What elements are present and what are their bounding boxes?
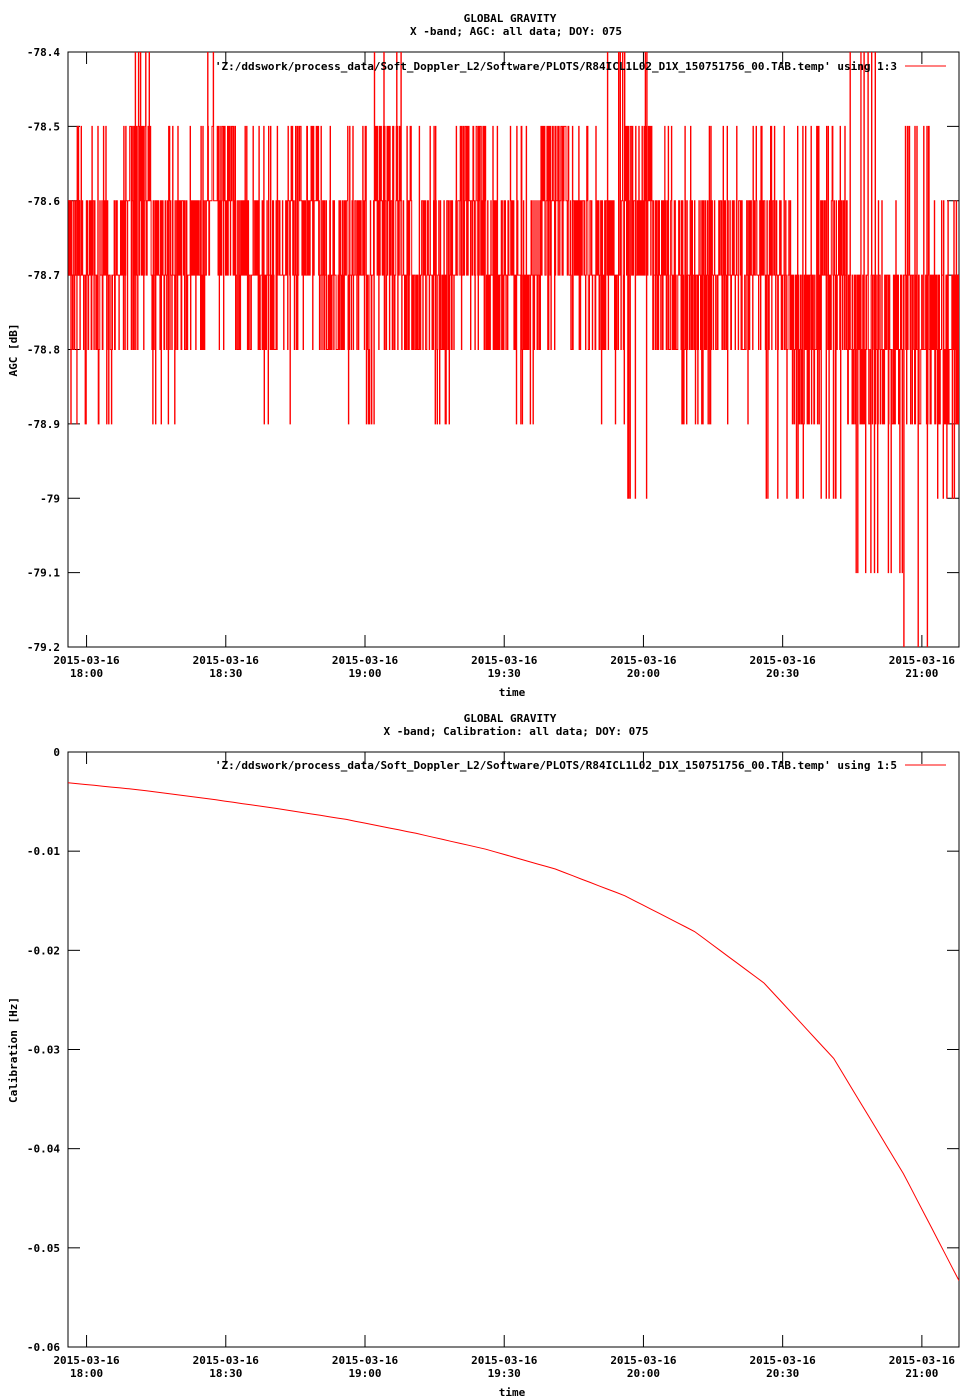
agc-x-tick-date: 2015-03-16 (53, 654, 120, 667)
calibration-x-tick-time: 18:30 (209, 1367, 242, 1380)
calibration-y-tick-label: -0.05 (27, 1242, 60, 1255)
agc-x-tick-time: 18:30 (209, 667, 242, 680)
calibration-legend-text: 'Z:/ddswork/process_data/Soft_Doppler_L2… (215, 759, 897, 772)
calibration-x-tick-time: 21:00 (905, 1367, 938, 1380)
calibration-x-tick-date: 2015-03-16 (610, 1354, 677, 1367)
calibration-x-tick-date: 2015-03-16 (750, 1354, 817, 1367)
agc-y-tick-label: -78.5 (27, 120, 60, 133)
calibration-y-tick-label: -0.03 (27, 1044, 60, 1057)
agc-y-tick-label: -78.4 (27, 46, 60, 59)
agc-legend-text: 'Z:/ddswork/process_data/Soft_Doppler_L2… (215, 60, 897, 73)
calibration-x-tick-date: 2015-03-16 (53, 1354, 120, 1367)
agc-x-tick-time: 21:00 (905, 667, 938, 680)
agc-y-tick-label: -79.1 (27, 567, 60, 580)
calibration-x-axis-label: time (499, 1386, 526, 1399)
agc-y-tick-label: -78.9 (27, 418, 60, 431)
calibration-plot-area: 0-0.01-0.02-0.03-0.04-0.05-0.062015-03-1… (27, 746, 960, 1380)
agc-x-axis-label: time (499, 686, 526, 699)
agc-x-tick-date: 2015-03-16 (471, 654, 538, 667)
agc-x-tick-time: 20:00 (627, 667, 660, 680)
calibration-y-tick-label: -0.04 (27, 1143, 60, 1156)
agc-plot-area: -78.4 -78.5 -78.6 -78.7 -78.8 -78.9 -79 -79.1 -7… (27, 46, 960, 680)
calibration-x-tick-date: 2015-03-16 (332, 1354, 399, 1367)
calibration-x-tick-time: 18:00 (70, 1367, 103, 1380)
agc-x-tick-date: 2015-03-16 (750, 654, 817, 667)
agc-x-tick-time: 18:00 (70, 667, 103, 680)
calibration-y-tick-label: 0 (53, 746, 60, 759)
calibration-y-axis-label: Calibration [Hz] (7, 997, 20, 1103)
agc-chart-title: GLOBAL GRAVITY (464, 12, 557, 25)
agc-series-line (68, 52, 959, 647)
agc-x-tick-date: 2015-03-16 (332, 654, 399, 667)
calibration-x-tick-date: 2015-03-16 (889, 1354, 956, 1367)
calibration-x-tick-date: 2015-03-16 (193, 1354, 260, 1367)
agc-x-tick-date: 2015-03-16 (193, 654, 260, 667)
calibration-chart-subtitle: X -band; Calibration: all data; DOY: 075 (384, 725, 649, 738)
calibration-chart-title: GLOBAL GRAVITY (464, 712, 557, 725)
calibration-y-tick-label: -0.02 (27, 944, 60, 957)
agc-x-tick-date: 2015-03-16 (610, 654, 677, 667)
calibration-chart: GLOBAL GRAVITY X -band; Calibration: all… (7, 712, 960, 1399)
agc-x-tick-time: 19:30 (488, 667, 521, 680)
agc-chart-subtitle: X -band; AGC: all data; DOY: 075 (410, 25, 622, 38)
calibration-x-tick-time: 19:30 (488, 1367, 521, 1380)
calibration-x-tick-time: 19:00 (348, 1367, 381, 1380)
agc-y-tick-label: -79.2 (27, 641, 60, 654)
agc-y-tick-label: -78.6 (27, 195, 60, 208)
agc-x-tick-date: 2015-03-16 (889, 654, 956, 667)
calibration-x-tick-date: 2015-03-16 (471, 1354, 538, 1367)
calibration-y-tick-label: -0.01 (27, 845, 60, 858)
calibration-x-tick-time: 20:00 (627, 1367, 660, 1380)
agc-y-tick-label: -78.8 (27, 344, 60, 357)
agc-chart: GLOBAL GRAVITY X -band; AGC: all data; D… (7, 12, 960, 699)
agc-x-tick-time: 20:30 (766, 667, 799, 680)
calibration-series-line (68, 782, 959, 1281)
agc-y-axis-label: AGC [dB] (7, 324, 20, 377)
calibration-y-tick-label: -0.06 (27, 1341, 60, 1354)
agc-y-tick-label: -78.7 (27, 269, 60, 282)
agc-x-tick-time: 19:00 (348, 667, 381, 680)
calibration-x-tick-time: 20:30 (766, 1367, 799, 1380)
agc-y-tick-label: -79 (40, 492, 60, 505)
